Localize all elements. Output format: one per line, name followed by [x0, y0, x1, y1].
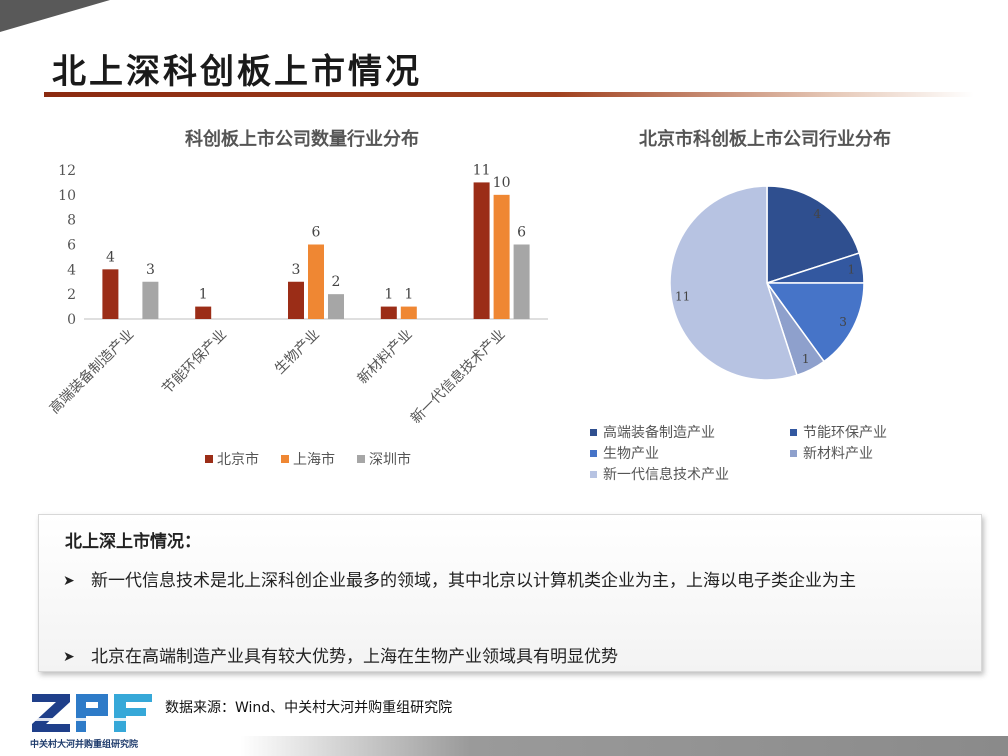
bar: [308, 244, 324, 319]
legend-swatch: [790, 429, 797, 436]
y-tick-label: 2: [67, 287, 76, 303]
y-tick-label: 12: [58, 163, 76, 179]
bar: [513, 244, 530, 319]
bullet-arrow-icon: ➤: [63, 573, 75, 589]
legend-swatch: [357, 455, 365, 463]
summary-bullet-text: 新一代信息技术是北上深科创企业最多的领域，其中北京以计算机类企业为主，上海以电子…: [91, 571, 856, 591]
y-tick-label: 6: [67, 238, 76, 254]
bar-data-label: 6: [517, 225, 526, 241]
pie-data-label: 3: [839, 315, 847, 329]
footer-bar: [240, 736, 1008, 756]
pie-data-label: 1: [847, 263, 855, 277]
bar-data-label: 10: [493, 175, 511, 191]
legend-label: 节能环保产业: [803, 425, 887, 441]
legend-label: 高端装备制造产业: [603, 424, 715, 441]
summary-bullet-1: ➤ 新一代信息技术是北上深科创企业最多的领域，其中北京以计算机类企业为主，上海以…: [63, 563, 971, 599]
x-tick-label: 高端装备制造产业: [46, 326, 137, 417]
bar: [380, 306, 397, 319]
bar-data-label: 11: [473, 162, 491, 178]
pie-slice: [766, 185, 861, 285]
bar: [400, 306, 417, 319]
legend-label: 上海市: [293, 451, 335, 468]
bar-chart-title: 科创板上市公司数量行业分布: [185, 128, 419, 150]
legend-label: 北京市: [217, 451, 259, 468]
summary-title: 北上深上市情况：: [65, 532, 201, 552]
legend-swatch: [590, 450, 597, 457]
corner-decoration: [0, 0, 110, 32]
legend-label: 新一代信息技术产业: [603, 466, 729, 483]
title-underline: [44, 92, 974, 97]
pie-slice: [765, 282, 865, 363]
pie-chart: 北京市科创板上市公司行业分布 413111高端装备制造产业 节能环保产业生物产业新…: [590, 128, 891, 483]
bar-data-label: 2: [332, 274, 341, 290]
bar-data-label: 6: [312, 225, 321, 241]
bar: [142, 281, 159, 319]
x-tick-label: 生物产业: [272, 327, 323, 378]
legend-swatch: [790, 450, 797, 457]
legend-swatch: [590, 429, 597, 436]
bar-data-label: 1: [404, 287, 413, 303]
legend-swatch: [590, 471, 597, 478]
y-tick-label: 4: [67, 262, 76, 278]
pie-chart-title: 北京市科创板上市公司行业分布: [639, 128, 891, 150]
legend-swatch: [205, 455, 213, 463]
bullet-arrow-icon: ➤: [63, 649, 75, 665]
data-source: 数据来源：Wind、中关村大河并购重组研究院: [165, 700, 453, 716]
pie-slice: [669, 185, 798, 381]
bar: [195, 306, 212, 319]
bar-data-label: 3: [292, 262, 301, 278]
bar: [102, 269, 119, 319]
bar-data-label: 1: [199, 287, 208, 303]
legend-label: 生物产业: [603, 446, 659, 462]
y-tick-label: 0: [67, 312, 76, 328]
pie-data-label: 4: [813, 207, 821, 221]
bar: [473, 182, 490, 319]
y-tick-label: 10: [58, 188, 76, 204]
summary-bullet-2: ➤ 北京在高端制造产业具有较大优势，上海在生物产业领域具有明显优势: [63, 639, 971, 675]
pie-data-label: 11: [675, 289, 690, 303]
bar-data-label: 1: [384, 287, 393, 303]
summary-box: 北上深上市情况： ➤ 新一代信息技术是北上深科创企业最多的领域，其中北京以计算机…: [38, 514, 982, 672]
bar-chart: 科创板上市公司数量行业分布 02468101243高端装备制造产业1节能环保产业…: [46, 128, 548, 468]
x-tick-label: 新材料产业: [355, 327, 416, 388]
legend-label: 新材料产业: [803, 446, 873, 462]
pie-data-label: 1: [802, 352, 810, 366]
bar-data-label: 3: [146, 262, 155, 278]
x-tick-label: 新一代信息技术产业: [407, 326, 508, 427]
bar: [288, 281, 304, 319]
legend-swatch: [281, 455, 289, 463]
bar: [328, 294, 344, 319]
x-tick-label: 节能环保产业: [159, 327, 230, 398]
zpf-logo: [32, 694, 152, 732]
summary-bullet-text: 北京在高端制造产业具有较大优势，上海在生物产业领域具有明显优势: [91, 647, 618, 667]
y-tick-label: 8: [67, 213, 76, 229]
logo-caption: 中关村大河并购重组研究院: [30, 740, 139, 750]
legend-label: 深圳市: [369, 451, 411, 468]
page-title: 北上深科创板上市情况: [52, 52, 422, 92]
bar-data-label: 4: [106, 249, 115, 265]
bar: [493, 194, 510, 319]
